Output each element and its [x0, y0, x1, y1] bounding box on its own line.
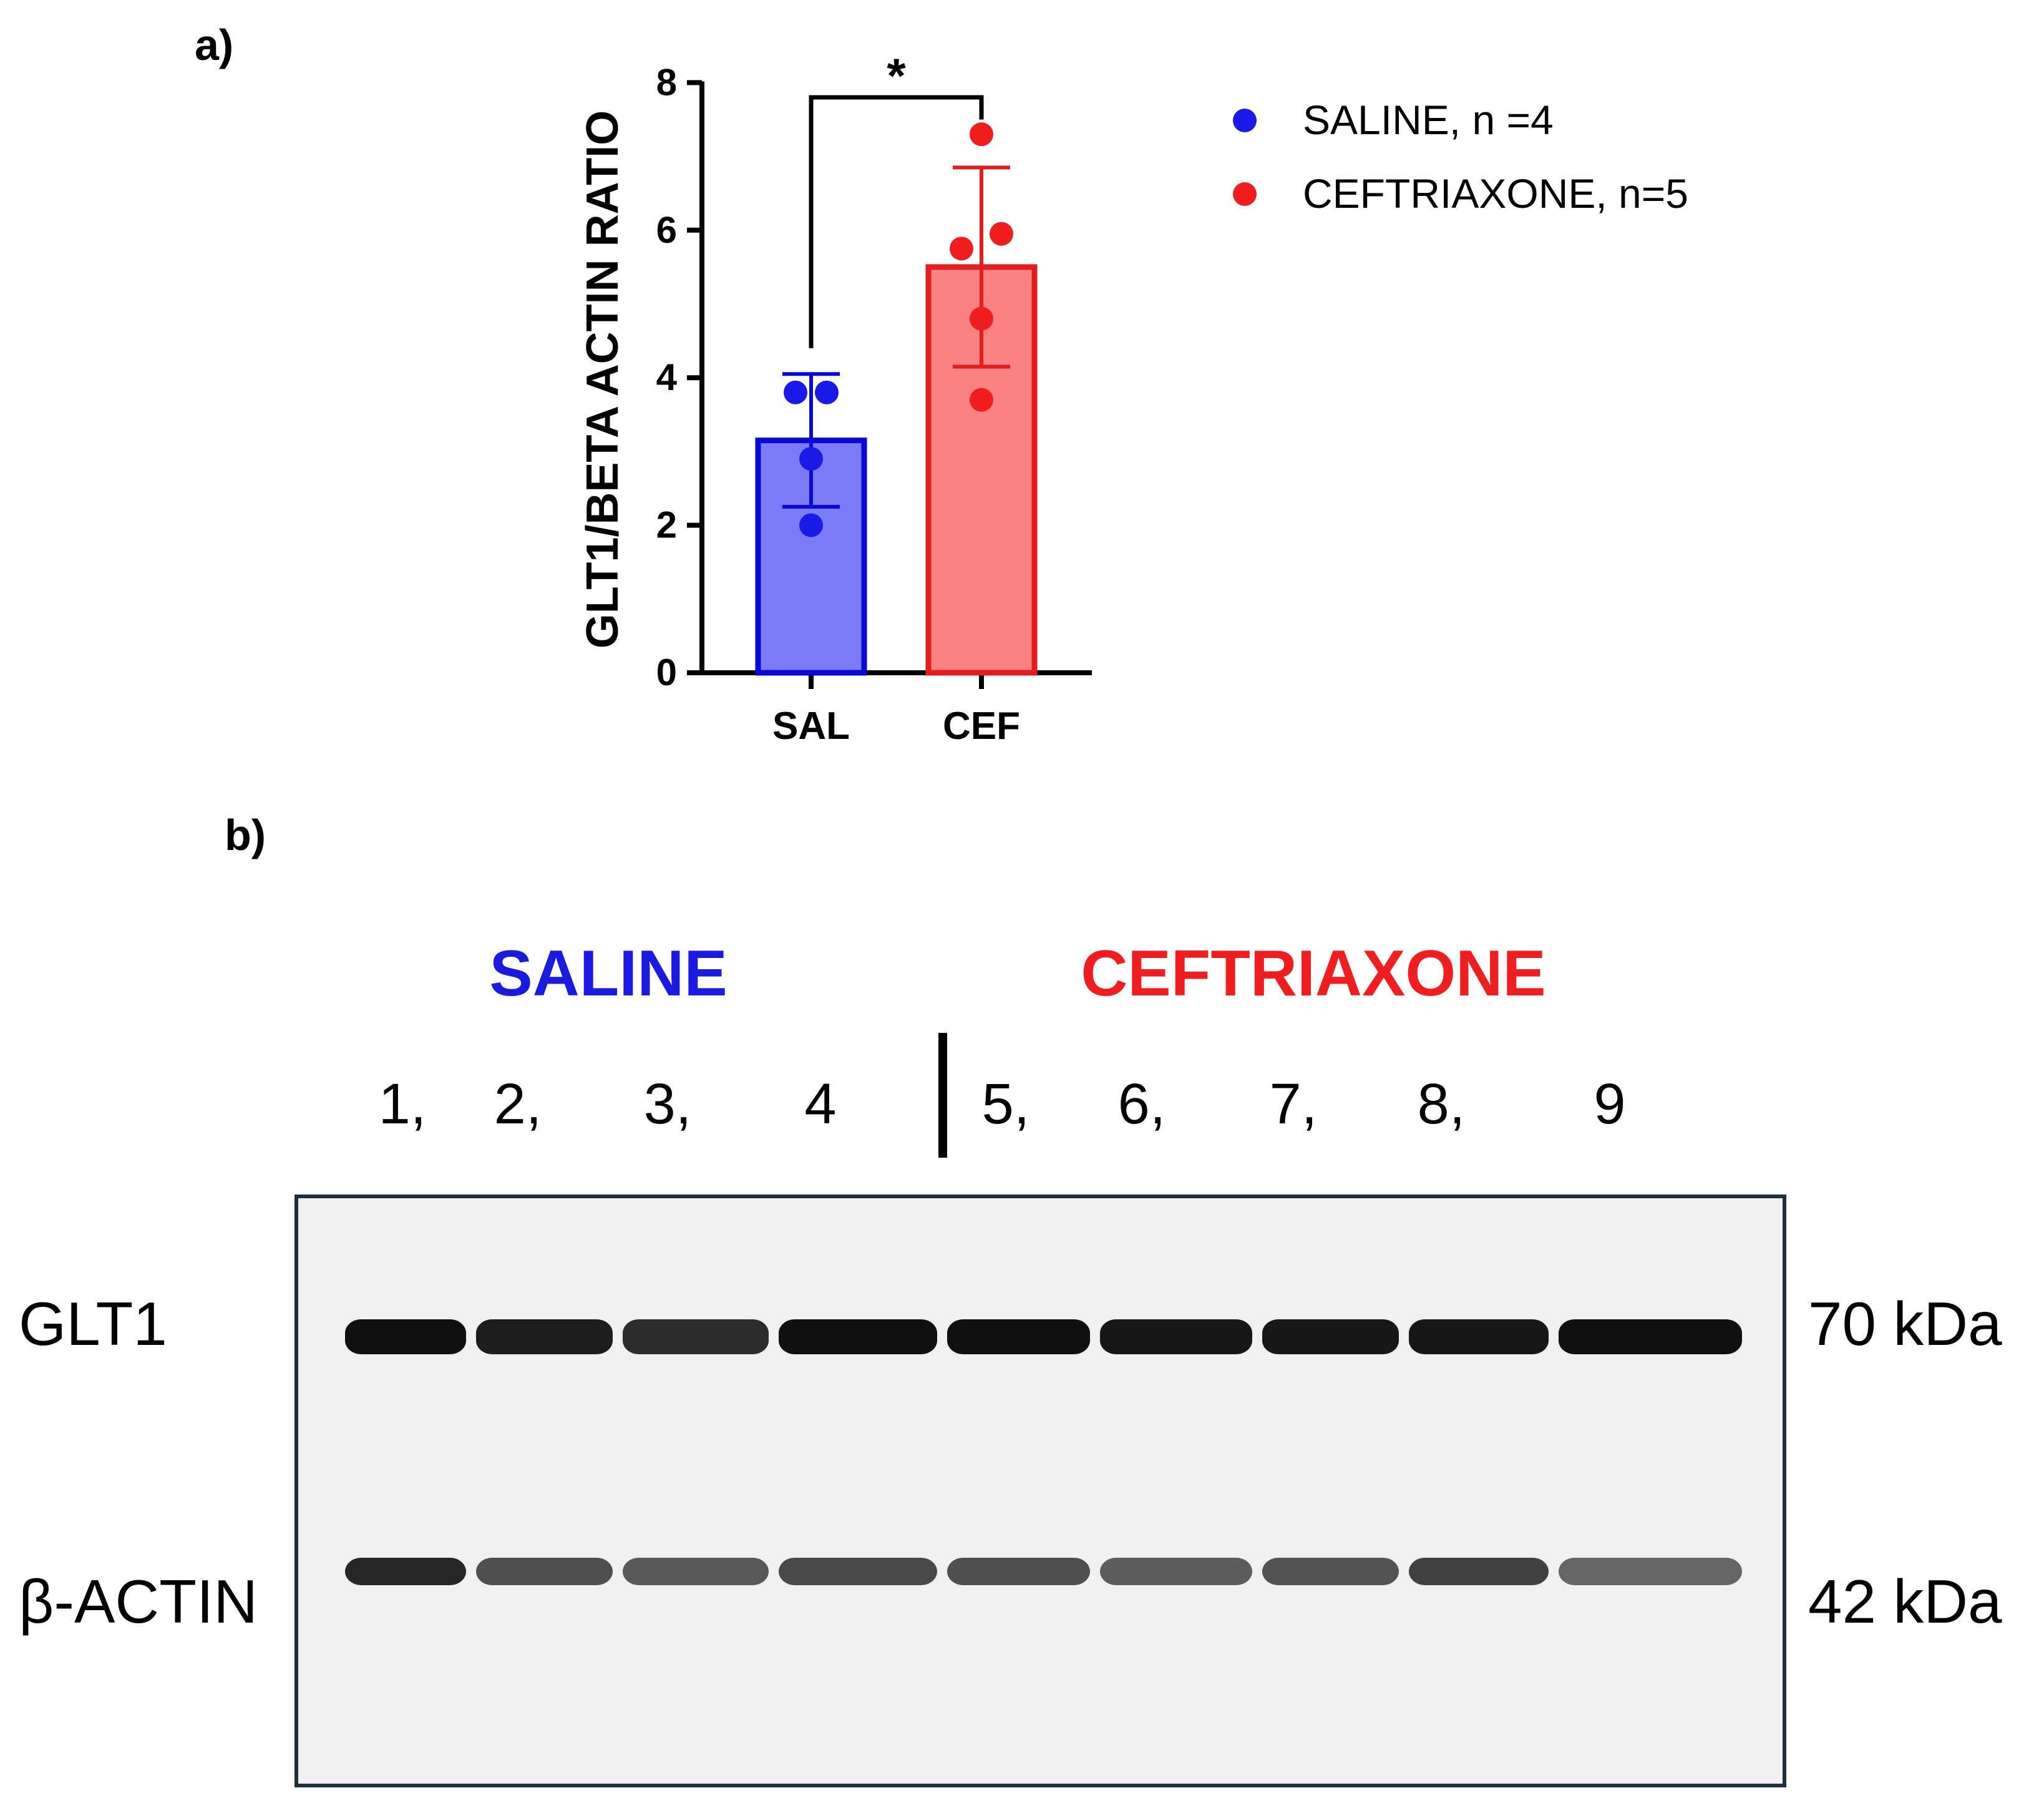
- y-tick-label: 8: [656, 61, 677, 103]
- legend-entry: SALINE, n =4: [1303, 97, 1554, 143]
- panel-a-label: a): [195, 21, 233, 69]
- band-beta-actin: [476, 1558, 613, 1585]
- lane-number: 7,: [1270, 1072, 1318, 1136]
- y-tick-label: 4: [656, 356, 678, 398]
- band-beta-actin: [1100, 1558, 1252, 1585]
- band-glt1: [476, 1319, 613, 1354]
- data-point: [970, 122, 993, 147]
- data-point: [970, 388, 993, 412]
- data-point: [784, 380, 807, 404]
- significance-star: *: [887, 48, 906, 103]
- ceftriaxone-group-label: CEFTRIAXONE: [1081, 937, 1545, 1010]
- band-beta-actin: [1559, 1558, 1742, 1585]
- blot-membrane: [294, 1195, 1786, 1787]
- blot-bands: [345, 1319, 1742, 1585]
- band-glt1: [1262, 1319, 1399, 1354]
- lane-number: 9: [1594, 1072, 1625, 1136]
- x-tick-label: SAL: [772, 705, 850, 748]
- saline-group-label: SALINE: [489, 937, 727, 1010]
- lane-number: 6,: [1118, 1072, 1166, 1136]
- band-size-glt1: 70 kDa: [1808, 1289, 2002, 1358]
- y-tick-label: 0: [656, 652, 677, 693]
- data-point: [799, 513, 823, 537]
- lane-number: 5,: [982, 1072, 1030, 1136]
- legend: SALINE, n =4 CEFTRIAXONE, n=5: [1233, 97, 1688, 217]
- data-point: [970, 306, 993, 331]
- lane-numbers: 1, 2, 3, 4 5, 6, 7, 8, 9: [379, 1072, 1626, 1136]
- lane-number: 4: [804, 1072, 836, 1136]
- panel-b-label: b): [225, 811, 266, 859]
- legend-entry: CEFTRIAXONE, n=5: [1303, 170, 1688, 217]
- data-point: [990, 222, 1013, 246]
- data-point: [950, 237, 973, 261]
- band-glt1: [779, 1319, 937, 1354]
- bar-chart: 0 2 4 6 8 SAL CEF *: [656, 48, 1092, 748]
- band-beta-actin: [1262, 1558, 1399, 1585]
- band-glt1: [345, 1319, 466, 1354]
- band-size-beta-actin: 42 kDa: [1808, 1567, 2002, 1636]
- significance-bracket: [809, 95, 984, 348]
- y-axis-label: GLT1/BETA ACTIN RATIO: [578, 110, 628, 649]
- data-point: [815, 380, 839, 404]
- x-tick-label: CEF: [943, 705, 1020, 748]
- band-beta-actin: [1409, 1558, 1549, 1585]
- band-glt1: [1100, 1319, 1252, 1354]
- y-tick-label: 2: [656, 504, 677, 546]
- lane-number: 2,: [494, 1072, 542, 1136]
- band-glt1: [1409, 1319, 1549, 1354]
- lane-number: 1,: [379, 1072, 427, 1136]
- band-glt1: [623, 1319, 769, 1354]
- data-point: [799, 447, 823, 471]
- band-glt1: [1559, 1319, 1742, 1354]
- lane-number: 3,: [644, 1072, 692, 1136]
- lane-number: 8,: [1418, 1072, 1466, 1136]
- band-glt1: [947, 1319, 1090, 1354]
- legend-marker: [1233, 182, 1257, 206]
- legend-marker: [1233, 109, 1257, 132]
- band-beta-actin: [779, 1558, 937, 1585]
- band-label-glt1: GLT1: [19, 1289, 167, 1358]
- band-beta-actin: [345, 1558, 466, 1585]
- y-tick-label: 6: [656, 209, 677, 251]
- band-beta-actin: [947, 1558, 1090, 1585]
- band-beta-actin: [623, 1558, 769, 1585]
- band-label-beta-actin: β-ACTIN: [19, 1567, 258, 1636]
